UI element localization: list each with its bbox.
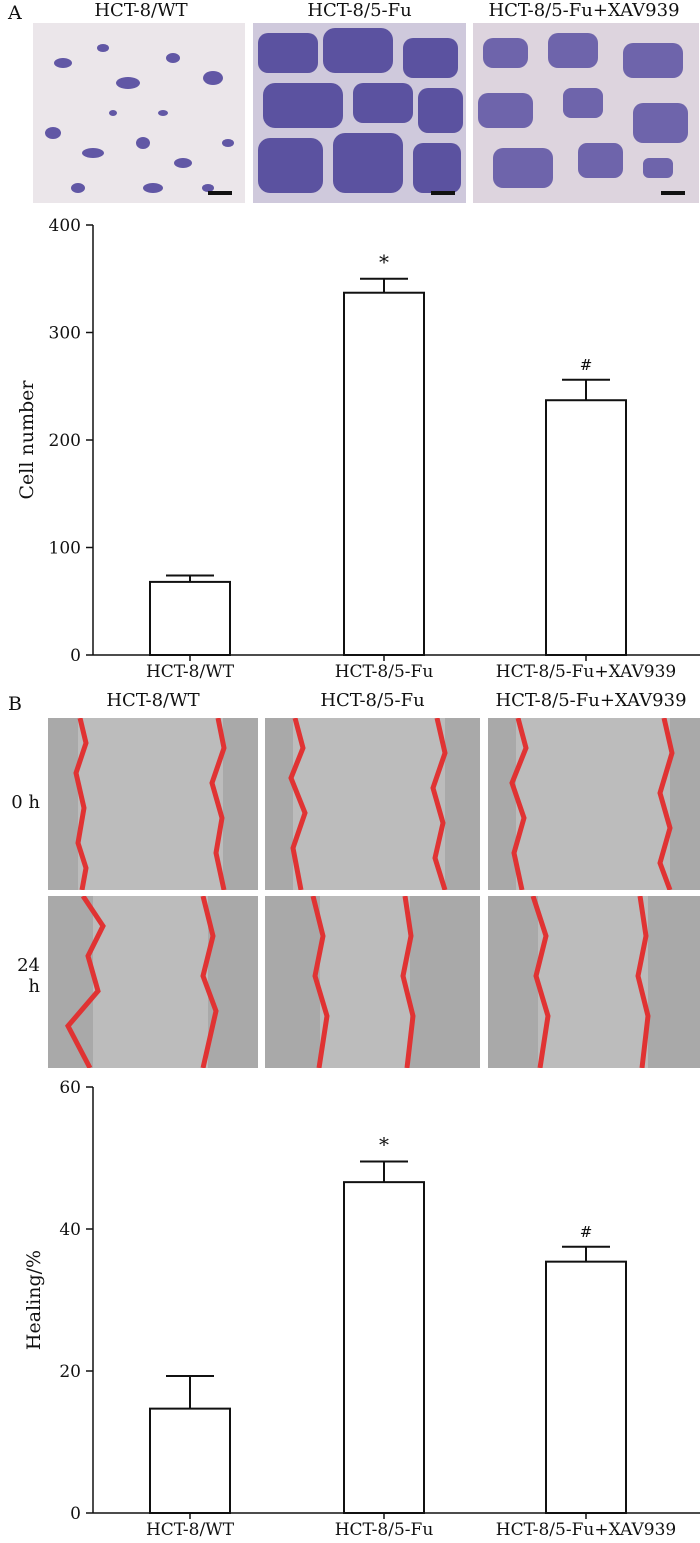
chart-b: 0 20 40 60 Healing/% HCT-8/WT * HCT-8/5-Fu # HCT-… bbox=[0, 1075, 700, 1540]
x-category-label: HCT-8/5-Fu bbox=[335, 662, 434, 682]
transwell-stain-xav bbox=[478, 33, 688, 195]
significance-mark: # bbox=[580, 1223, 593, 1241]
panel-a-title-xav: HCT-8/5-Fu+XAV939 bbox=[488, 0, 680, 21]
x-category-label: HCT-8/5-Fu bbox=[335, 1520, 434, 1539]
panel-a-title-wt: HCT-8/WT bbox=[94, 0, 188, 21]
significance-mark: * bbox=[379, 1133, 389, 1157]
transwell-stain-wt bbox=[45, 44, 234, 195]
chart-a-svg: 0 100 200 300 400 Cell number HCT-8/WT * HCT-8/5… bbox=[16, 216, 700, 682]
x-category-label: HCT-8/WT bbox=[146, 662, 235, 682]
bar-0 bbox=[149, 1407, 231, 1515]
scratch-xav-0h-lines bbox=[488, 718, 700, 890]
y-tick-label: 60 bbox=[59, 1078, 81, 1098]
bar-2 bbox=[545, 399, 627, 656]
scratch-xav-24h bbox=[488, 896, 700, 1068]
scratch-xav-0h bbox=[488, 718, 700, 890]
bar-0 bbox=[149, 580, 231, 656]
y-axis-label: Cell number bbox=[16, 380, 38, 500]
chart-b-svg: 0 20 40 60 Healing/% HCT-8/WT * HCT-8/5-Fu # HCT-… bbox=[23, 1078, 700, 1540]
x-category-label: HCT-8/WT bbox=[146, 1520, 235, 1539]
row-label-24h: 24 h bbox=[17, 955, 40, 997]
bar-2 bbox=[545, 1260, 627, 1514]
panel-b-letter: B bbox=[8, 693, 22, 715]
scratch-wt-0h bbox=[48, 718, 258, 890]
scratch-5fu-0h-lines bbox=[265, 718, 480, 890]
panel-b-title-wt: HCT-8/WT bbox=[106, 690, 200, 711]
row-label-0h: 0 h bbox=[11, 792, 40, 813]
scratch-5fu-24h bbox=[265, 896, 480, 1068]
panel-b-title-xav: HCT-8/5-Fu+XAV939 bbox=[495, 690, 687, 711]
y-tick-label: 40 bbox=[59, 1220, 81, 1240]
y-tick-label: 0 bbox=[70, 646, 81, 666]
panel-b-title-5fu: HCT-8/5-Fu bbox=[320, 690, 425, 711]
x-category-label: HCT-8/5-Fu+XAV939 bbox=[496, 662, 676, 682]
panel-a-letter: A bbox=[8, 2, 22, 24]
y-tick-label: 20 bbox=[59, 1362, 81, 1382]
significance-mark: # bbox=[580, 356, 593, 374]
y-axis-label: Healing/% bbox=[23, 1250, 45, 1350]
x-category-label: HCT-8/5-Fu+XAV939 bbox=[496, 1520, 676, 1539]
bar-1 bbox=[343, 1181, 425, 1514]
y-tick-label: 400 bbox=[49, 216, 81, 236]
transwell-stain-5fu bbox=[258, 28, 463, 195]
scratch-xav-24h-lines bbox=[488, 896, 700, 1068]
transwell-image-5fu bbox=[253, 23, 466, 203]
panel-a-title-5fu: HCT-8/5-Fu bbox=[307, 0, 412, 21]
significance-mark: * bbox=[379, 250, 389, 274]
bar-1 bbox=[343, 291, 425, 656]
transwell-image-wt bbox=[33, 23, 245, 203]
scratch-wt-24h-lines bbox=[48, 896, 258, 1068]
scratch-wt-0h-lines bbox=[48, 718, 258, 890]
y-tick-label: 0 bbox=[70, 1504, 81, 1524]
scratch-wt-24h bbox=[48, 896, 258, 1068]
y-tick-label: 300 bbox=[49, 324, 81, 344]
chart-a: 0 100 200 300 400 Cell number HCT-8/WT * HCT-8/5… bbox=[0, 215, 700, 685]
scratch-5fu-24h-lines bbox=[265, 896, 480, 1068]
transwell-image-xav bbox=[473, 23, 699, 203]
scratch-5fu-0h bbox=[265, 718, 480, 890]
y-tick-label: 200 bbox=[49, 431, 81, 451]
y-tick-label: 100 bbox=[49, 539, 81, 559]
